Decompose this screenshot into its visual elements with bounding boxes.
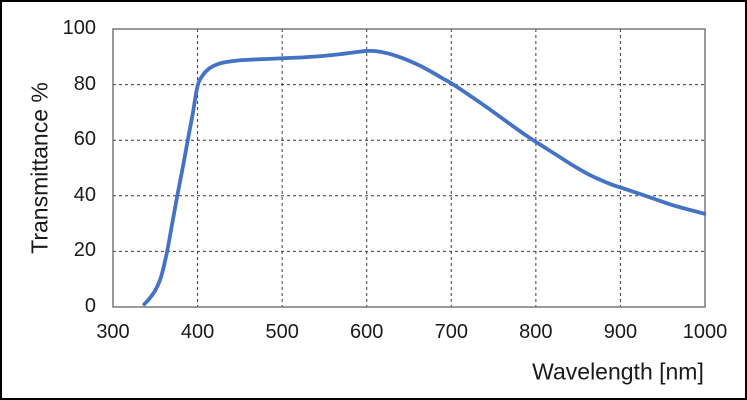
x-tick-label: 1000 xyxy=(682,321,728,343)
y-axis-title: Transmittance % xyxy=(26,82,53,254)
y-tick-label: 80 xyxy=(73,72,96,95)
y-tick-label: 0 xyxy=(84,295,96,317)
transmittance-curve xyxy=(142,48,706,307)
y-axis-tick-labels: 0 20 40 60 80 100 xyxy=(2,17,96,317)
x-tick-label: 600 xyxy=(350,321,384,343)
x-tick-label: 700 xyxy=(434,321,468,343)
x-tick-label: 900 xyxy=(603,321,638,343)
x-tick-label: 300 xyxy=(96,321,130,343)
x-tick-label: 500 xyxy=(265,321,299,343)
plot-area xyxy=(112,28,706,308)
x-axis-tick-labels: 300 400 500 600 700 800 900 1000 xyxy=(96,320,727,344)
y-tick-label: 100 xyxy=(62,17,96,39)
y-tick-label: 20 xyxy=(73,239,96,262)
x-tick-label: 800 xyxy=(519,321,553,343)
y-tick-label: 60 xyxy=(73,128,96,151)
x-tick-label: 400 xyxy=(180,321,215,343)
x-axis-title: Wavelength [nm] xyxy=(532,358,704,385)
y-tick-label: 40 xyxy=(73,183,96,206)
plot-frame xyxy=(112,28,706,308)
